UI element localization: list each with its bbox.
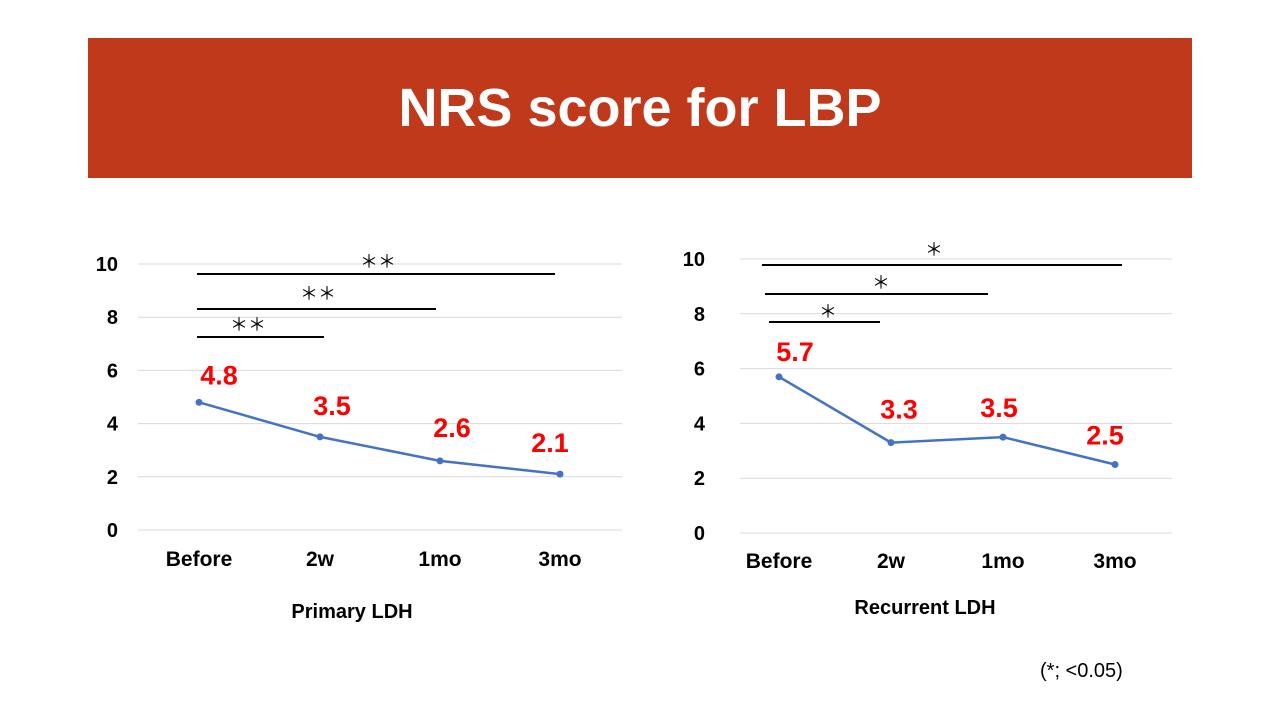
x-tick-label: 3mo bbox=[538, 548, 581, 571]
data-point bbox=[436, 457, 444, 465]
title-banner: NRS score for LBP bbox=[88, 38, 1192, 178]
x-tick-label: 3mo bbox=[1093, 550, 1136, 573]
x-tick-label: 1mo bbox=[418, 548, 461, 571]
data-label: 5.7 bbox=[776, 337, 814, 367]
data-point bbox=[195, 398, 203, 406]
data-point bbox=[887, 439, 895, 447]
y-tick-label: 10 bbox=[96, 254, 118, 276]
y-tick-label: 10 bbox=[683, 249, 705, 271]
data-label: 2.1 bbox=[531, 428, 569, 458]
y-tick-label: 8 bbox=[694, 304, 705, 326]
y-tick-label: 2 bbox=[107, 467, 118, 489]
y-tick-label: 0 bbox=[694, 523, 705, 545]
data-label: 2.5 bbox=[1086, 421, 1124, 451]
x-tick-label: Before bbox=[166, 548, 233, 571]
y-tick-label: 4 bbox=[107, 414, 119, 436]
data-point bbox=[316, 433, 324, 441]
significance-marker: ＊＊ bbox=[300, 284, 336, 305]
series-line bbox=[198, 401, 561, 476]
y-tick-label: 2 bbox=[694, 468, 705, 490]
significance-marker: ＊＊ bbox=[230, 315, 266, 336]
significance-marker: ＊ bbox=[819, 302, 837, 323]
data-label: 2.6 bbox=[433, 413, 471, 443]
x-tick-label: 2w bbox=[877, 550, 906, 573]
data-point bbox=[1111, 461, 1119, 468]
data-label: 3.3 bbox=[880, 395, 918, 425]
y-tick-label: 0 bbox=[107, 520, 118, 542]
x-tick-label: 2w bbox=[306, 548, 335, 571]
x-tick-label: 1mo bbox=[981, 550, 1024, 573]
series-line bbox=[778, 375, 1116, 466]
data-label: 3.5 bbox=[980, 393, 1018, 423]
significance-marker: ＊ bbox=[925, 240, 943, 261]
x-axis-label: Primary LDH bbox=[291, 601, 412, 623]
significance-marker: ＊ bbox=[872, 273, 890, 294]
significance-marker: ＊＊ bbox=[360, 252, 396, 273]
x-axis-label: Recurrent LDH bbox=[854, 597, 995, 619]
data-point bbox=[999, 433, 1007, 441]
data-point bbox=[556, 470, 564, 478]
y-tick-label: 6 bbox=[694, 359, 705, 381]
y-tick-label: 6 bbox=[107, 360, 118, 382]
y-tick-label: 8 bbox=[107, 307, 118, 329]
data-point bbox=[775, 373, 783, 381]
data-label: 3.5 bbox=[313, 391, 351, 421]
x-tick-label: Before bbox=[746, 550, 813, 573]
significance-footnote: (*; <0.05) bbox=[1040, 660, 1123, 682]
page-title: NRS score for LBP bbox=[398, 78, 882, 138]
data-label: 4.8 bbox=[200, 360, 238, 390]
y-tick-label: 4 bbox=[694, 413, 706, 435]
